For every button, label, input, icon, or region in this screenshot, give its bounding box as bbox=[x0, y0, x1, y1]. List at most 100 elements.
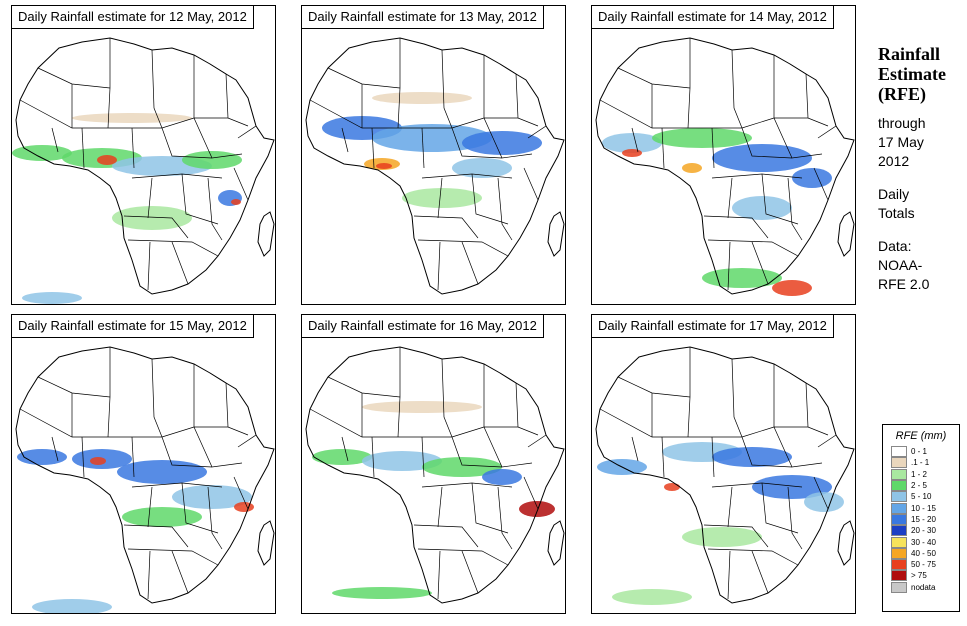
legend-title: RFE (mm) bbox=[895, 430, 947, 442]
country-border bbox=[523, 167, 539, 201]
rainfall-area bbox=[332, 587, 432, 599]
legend-swatch bbox=[891, 570, 907, 582]
caption-source: NOAA- bbox=[878, 257, 923, 273]
country-border bbox=[751, 241, 769, 285]
rainfall-area bbox=[804, 492, 844, 512]
rainfall-area bbox=[122, 507, 202, 527]
rainfall-area bbox=[362, 401, 482, 413]
caption-totals: Totals bbox=[878, 205, 915, 221]
country-border bbox=[727, 241, 731, 291]
country-border bbox=[711, 436, 715, 478]
country-border bbox=[209, 372, 229, 428]
africa-coastline bbox=[595, 37, 855, 295]
country-border bbox=[123, 524, 189, 548]
country-border bbox=[193, 426, 243, 468]
rainfall-area bbox=[72, 113, 192, 123]
rainfall-area bbox=[732, 196, 792, 220]
legend-label: .1 - 1 bbox=[911, 458, 930, 468]
legend-swatch bbox=[891, 480, 907, 492]
country-border bbox=[421, 127, 425, 169]
country-border bbox=[461, 241, 479, 285]
country-border bbox=[527, 434, 547, 448]
rainfall-map-panel-12-may: Daily Rainfall estimate for 12 May, 2012 bbox=[11, 5, 276, 305]
country-border bbox=[461, 550, 479, 594]
caption-through: through bbox=[878, 115, 926, 131]
country-border bbox=[161, 127, 213, 159]
legend-label: 50 - 75 bbox=[911, 560, 936, 570]
rainfall-map-panel-13-may: Daily Rainfall estimate for 13 May, 2012 bbox=[301, 5, 566, 305]
panel-title: Daily Rainfall estimate for 16 May, 2012 bbox=[302, 315, 544, 338]
africa-coastline bbox=[15, 37, 275, 295]
rainfall-area bbox=[652, 128, 752, 148]
madagascar-outline bbox=[837, 520, 855, 566]
map-canvas bbox=[595, 346, 855, 605]
country-border bbox=[127, 239, 219, 257]
madagascar-outline bbox=[837, 211, 855, 257]
country-border bbox=[207, 486, 223, 550]
country-border bbox=[341, 127, 349, 153]
map-canvas bbox=[305, 37, 565, 295]
country-border bbox=[207, 177, 223, 241]
country-border bbox=[789, 372, 809, 428]
country-border bbox=[731, 358, 743, 438]
caption-date: 17 May bbox=[878, 134, 924, 150]
legend-row: 10 - 15 bbox=[883, 502, 959, 514]
panel-title: Daily Rainfall estimate for 14 May, 2012 bbox=[592, 6, 834, 29]
legend-label: 1 - 2 bbox=[911, 469, 928, 479]
legend-swatch bbox=[891, 502, 907, 514]
country-border bbox=[703, 524, 769, 548]
legend-row: 30 - 40 bbox=[883, 536, 959, 548]
rainfall-area bbox=[231, 199, 241, 205]
africa-rainfall-map bbox=[12, 337, 275, 613]
country-border bbox=[397, 38, 401, 129]
rainfall-area bbox=[172, 485, 252, 509]
country-border bbox=[761, 173, 799, 225]
rainfall-map-panel-15-may: Daily Rainfall estimate for 15 May, 2012 bbox=[11, 314, 276, 614]
legend-swatch bbox=[891, 525, 907, 537]
country-border bbox=[599, 99, 829, 129]
caption-data-label: Data: bbox=[878, 238, 912, 254]
country-border bbox=[731, 49, 743, 129]
rainfall-area bbox=[792, 168, 832, 188]
country-border bbox=[813, 476, 829, 510]
country-border bbox=[131, 127, 135, 169]
rainfall-area bbox=[752, 475, 832, 499]
country-border bbox=[661, 436, 665, 478]
country-border bbox=[687, 347, 691, 438]
country-border bbox=[171, 550, 189, 594]
rainfall-area bbox=[602, 133, 662, 153]
africa-coastline bbox=[305, 37, 565, 295]
country-border bbox=[451, 436, 503, 468]
country-border bbox=[417, 548, 509, 566]
country-border bbox=[703, 215, 769, 239]
country-border bbox=[37, 67, 111, 89]
country-border bbox=[789, 63, 809, 119]
country-border bbox=[309, 408, 539, 438]
country-border bbox=[617, 376, 691, 398]
caption-source-version: RFE 2.0 bbox=[878, 276, 930, 292]
africa-rainfall-map bbox=[302, 28, 565, 304]
legend-label: 40 - 50 bbox=[911, 548, 936, 558]
africa-coastline bbox=[595, 346, 855, 604]
panel-title: Daily Rainfall estimate for 13 May, 2012 bbox=[302, 6, 544, 29]
country-border bbox=[413, 524, 479, 548]
madagascar-outline bbox=[547, 520, 565, 566]
rainfall-area bbox=[682, 527, 762, 547]
panel-title: Daily Rainfall estimate for 12 May, 2012 bbox=[12, 6, 254, 29]
africa-rainfall-map bbox=[12, 28, 275, 304]
country-border bbox=[37, 376, 111, 398]
legend-row: 1 - 2 bbox=[883, 468, 959, 480]
country-border bbox=[813, 167, 829, 201]
caption-daily: Daily bbox=[878, 186, 910, 202]
country-border bbox=[483, 426, 533, 468]
country-border bbox=[327, 67, 401, 89]
legend-swatch bbox=[891, 559, 907, 571]
country-border bbox=[341, 436, 349, 462]
country-border bbox=[81, 127, 85, 169]
rainfall-area bbox=[622, 149, 642, 157]
country-border bbox=[327, 376, 401, 398]
legend-swatch bbox=[891, 446, 907, 458]
rainfall-area bbox=[182, 151, 242, 169]
country-border bbox=[171, 241, 189, 285]
country-border bbox=[437, 241, 441, 291]
